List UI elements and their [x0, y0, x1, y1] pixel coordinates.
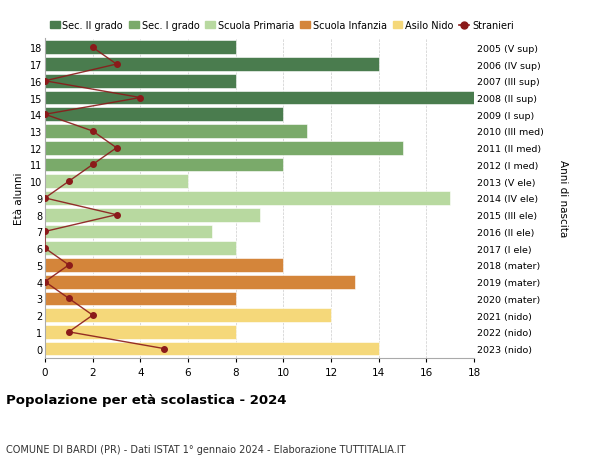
Bar	[45, 342, 379, 356]
Bar	[45, 58, 379, 72]
Bar	[45, 125, 307, 139]
Point	[64, 295, 74, 302]
Point	[112, 61, 121, 68]
Y-axis label: Anni di nascita: Anni di nascita	[557, 160, 568, 237]
Point	[64, 178, 74, 185]
Point	[88, 162, 97, 169]
Point	[136, 95, 145, 102]
Point	[64, 329, 74, 336]
Bar	[45, 242, 236, 256]
Point	[112, 145, 121, 152]
Bar	[45, 275, 355, 289]
Bar	[45, 325, 236, 339]
Bar	[45, 91, 474, 105]
Point	[88, 128, 97, 135]
Text: Popolazione per età scolastica - 2024: Popolazione per età scolastica - 2024	[6, 393, 287, 406]
Point	[88, 312, 97, 319]
Point	[40, 112, 50, 119]
Bar	[45, 192, 450, 205]
Point	[40, 228, 50, 235]
Bar	[45, 75, 236, 89]
Legend: Sec. II grado, Sec. I grado, Scuola Primaria, Scuola Infanzia, Asilo Nido, Stran: Sec. II grado, Sec. I grado, Scuola Prim…	[50, 21, 514, 31]
Point	[40, 278, 50, 285]
Text: COMUNE DI BARDI (PR) - Dati ISTAT 1° gennaio 2024 - Elaborazione TUTTITALIA.IT: COMUNE DI BARDI (PR) - Dati ISTAT 1° gen…	[6, 444, 406, 454]
Bar	[45, 258, 283, 272]
Y-axis label: Età alunni: Età alunni	[14, 172, 24, 225]
Bar	[45, 175, 188, 189]
Point	[64, 262, 74, 269]
Point	[40, 245, 50, 252]
Point	[40, 195, 50, 202]
Point	[160, 345, 169, 353]
Bar	[45, 108, 283, 122]
Point	[40, 78, 50, 85]
Bar	[45, 308, 331, 322]
Point	[112, 212, 121, 219]
Point	[88, 45, 97, 52]
Bar	[45, 225, 212, 239]
Bar	[45, 292, 236, 306]
Bar	[45, 158, 283, 172]
Bar	[45, 41, 236, 55]
Bar	[45, 208, 260, 222]
Bar	[45, 141, 403, 155]
